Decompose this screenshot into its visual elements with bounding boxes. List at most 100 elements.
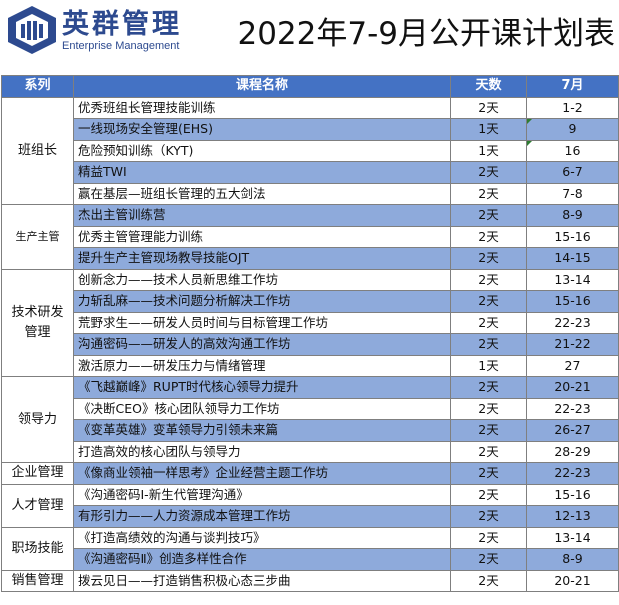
table-row: 优秀主管管理能力训练 2天 15-16: [2, 225, 619, 248]
course-name: 荒野求生——研发人员时间与目标管理工作坊: [73, 311, 451, 334]
course-name: 《决断CEO》核心团队领导力工作坊: [73, 397, 451, 420]
table-row: 职场技能 《打造高绩效的沟通与谈判技巧》 2天 13-14: [1, 526, 619, 571]
header-days: 天数: [450, 75, 527, 98]
course-name: 《飞越巅峰》RUPT时代核心领导力提升: [73, 376, 451, 399]
table-row: 荒野求生——研发人员时间与目标管理工作坊 2天 22-23: [2, 311, 619, 334]
course-dates: 22-23: [526, 311, 619, 334]
course-name: 一线现场安全管理(EHS): [73, 118, 451, 141]
table-row: 提升生产主管现场教导技能OJT 2天 14-15: [2, 247, 619, 270]
course-dates: 26-27: [526, 419, 619, 442]
course-dates: 20-21: [526, 569, 619, 592]
table-row: 领导力 《飞越巅峰》RUPT时代核心领导力提升 2天 20-21: [1, 376, 619, 463]
category-cell: 销售管理: [1, 569, 74, 592]
course-name: 提升生产主管现场教导技能OJT: [73, 247, 451, 270]
course-dates: 8-9: [526, 548, 619, 571]
logo-text-cn: 英群管理: [62, 9, 182, 40]
course-days: 1天: [450, 139, 527, 162]
course-days: 2天: [450, 462, 527, 485]
course-name: 赢在基层—班组长管理的五大剑法: [73, 182, 451, 205]
course-days: 2天: [450, 440, 527, 463]
header-category: 系列: [1, 75, 74, 98]
table-row: 沟通密码——研发人的高效沟通工作坊 2天 21-22: [2, 333, 619, 356]
course-days: 1天: [450, 354, 527, 377]
course-name: 力斩乱麻——技术问题分析解决工作坊: [73, 290, 451, 313]
table-row: 精益TWI 2天 6-7: [2, 161, 619, 184]
course-days: 2天: [450, 161, 527, 184]
course-name: 沟通密码——研发人的高效沟通工作坊: [73, 333, 451, 356]
course-dates: 12-13: [526, 505, 619, 528]
course-dates: 14-15: [526, 247, 619, 270]
table-row: 班组长 优秀班组长管理技能训练 2天 1-2: [1, 96, 619, 205]
schedule-table: 系列 课程名称 天数 7月 班组长 优秀班组长管理技能训练 2天 1-2 一线现…: [1, 75, 619, 592]
table-row: 《变革英雄》变革领导力引领未来篇 2天 26-27: [2, 419, 619, 442]
course-days: 2天: [450, 505, 527, 528]
course-days: 2天: [450, 526, 527, 549]
table-row: 打造高效的核心团队与领导力 2天 28-29: [2, 440, 619, 463]
header-course: 课程名称: [73, 75, 451, 98]
course-name: 打造高效的核心团队与领导力: [73, 440, 451, 463]
course-dates: 20-21: [526, 376, 619, 399]
course-days: 2天: [450, 182, 527, 205]
course-days: 2天: [450, 290, 527, 313]
category-cell: 领导力: [1, 376, 74, 463]
course-dates: 13-14: [526, 268, 619, 291]
course-dates: 15-16: [526, 225, 619, 248]
course-dates: 8-9: [526, 204, 619, 227]
course-name: 《像商业领袖一样思考》企业经营主题工作坊: [73, 462, 451, 485]
table-row: 生产主管 杰出主管训练营 2天 8-9: [1, 204, 619, 270]
course-days: 2天: [450, 311, 527, 334]
course-days: 2天: [450, 204, 527, 227]
table-row: 有形引力——人力资源成本管理工作坊 2天 12-13: [2, 505, 619, 528]
course-days: 2天: [450, 376, 527, 399]
table-row: 人才管理 《沟通密码I-新生代管理沟通》 2天 15-16: [1, 483, 619, 528]
page-header: 英群管理 Enterprise Management 2022年7-9月公开课计…: [0, 0, 619, 72]
course-days: 2天: [450, 247, 527, 270]
table-row: 《沟通密码Ⅱ》创造多样性合作 2天 8-9: [2, 548, 619, 571]
header-month: 7月: [526, 75, 619, 98]
table-row: 技术研发管理 创新念力——技术人员新思维工作坊 2天 13-14: [1, 268, 619, 377]
category-cell: 企业管理: [1, 462, 74, 485]
course-dates: 22-23: [526, 397, 619, 420]
table-header-row: 系列 课程名称 天数 7月: [1, 75, 619, 98]
course-name: 优秀主管管理能力训练: [73, 225, 451, 248]
company-logo-icon: [8, 6, 56, 54]
course-dates: 7-8: [526, 182, 619, 205]
course-dates: 13-14: [526, 526, 619, 549]
table-row: 力斩乱麻——技术问题分析解决工作坊 2天 15-16: [2, 290, 619, 313]
table-row: 《决断CEO》核心团队领导力工作坊 2天 22-23: [2, 397, 619, 420]
category-cell: 职场技能: [1, 526, 74, 571]
course-name: 有形引力——人力资源成本管理工作坊: [73, 505, 451, 528]
table-row: 销售管理 拨云见日——打造销售积极心态三步曲 2天 20-21: [1, 569, 619, 592]
course-name: 危险预知训练（KYT): [73, 139, 451, 162]
course-dates: 28-29: [526, 440, 619, 463]
course-days: 1天: [450, 118, 527, 141]
logo-text-en: Enterprise Management: [62, 40, 180, 52]
course-dates: 6-7: [526, 161, 619, 184]
course-days: 2天: [450, 569, 527, 592]
page-title: 2022年7-9月公开课计划表: [237, 16, 615, 52]
category-cell: 班组长: [1, 96, 74, 205]
category-cell: 生产主管: [1, 204, 74, 270]
course-name: 杰出主管训练营: [73, 204, 451, 227]
course-days: 2天: [450, 96, 527, 119]
course-name: 拨云见日——打造销售积极心态三步曲: [73, 569, 451, 592]
course-days: 2天: [450, 483, 527, 506]
course-dates: 15-16: [526, 483, 619, 506]
course-name: 《变革英雄》变革领导力引领未来篇: [73, 419, 451, 442]
course-days: 2天: [450, 268, 527, 291]
course-name: 《沟通密码Ⅱ》创造多样性合作: [73, 548, 451, 571]
course-name: 《打造高绩效的沟通与谈判技巧》: [73, 526, 451, 549]
course-days: 2天: [450, 333, 527, 356]
table-row: 企业管理 《像商业领袖一样思考》企业经营主题工作坊 2天 22-23: [1, 462, 619, 485]
course-dates: 1-2: [526, 96, 619, 119]
course-dates: 15-16: [526, 290, 619, 313]
table-row: 赢在基层—班组长管理的五大剑法 2天 7-8: [2, 182, 619, 205]
course-name: 创新念力——技术人员新思维工作坊: [73, 268, 451, 291]
course-name: 精益TWI: [73, 161, 451, 184]
course-days: 2天: [450, 225, 527, 248]
table-row: 一线现场安全管理(EHS) 1天 9: [2, 118, 619, 141]
course-name: 《沟通密码I-新生代管理沟通》: [73, 483, 451, 506]
course-days: 2天: [450, 419, 527, 442]
category-cell: 技术研发管理: [1, 268, 74, 377]
course-name: 激活原力——研发压力与情绪管理: [73, 354, 451, 377]
